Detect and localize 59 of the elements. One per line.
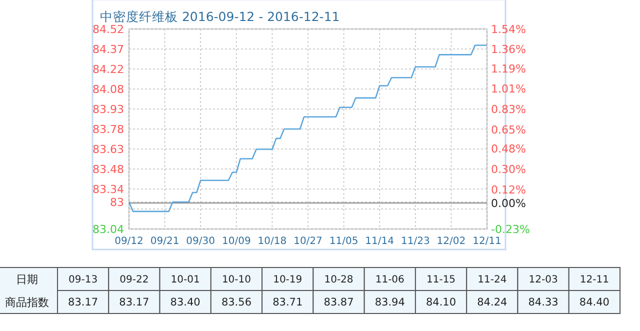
y-tick-label: 83.48 <box>92 162 124 176</box>
data-label: 83.17 <box>68 296 98 309</box>
x-tick-label: 11/05 <box>329 236 358 247</box>
data-label: 83.87 <box>324 296 354 309</box>
y-tick-label: 83.34 <box>92 182 124 196</box>
y2-tick-label: 0.83% <box>491 103 526 116</box>
category-label: 10-01 <box>170 274 200 286</box>
y2-tick-label: 0.00% <box>491 196 526 210</box>
y2-tick-label: 1.19% <box>491 62 526 76</box>
data-label: 83.71 <box>272 296 303 309</box>
y-tick-label: 84.22 <box>92 62 124 76</box>
category-label: 11-15 <box>426 274 456 286</box>
x-tick-label: 09/21 <box>150 236 180 247</box>
y2-tick-label: 0.48% <box>491 142 526 156</box>
y2-tick-label: 0.30% <box>491 162 526 176</box>
y-tick-label: 83.78 <box>92 122 124 136</box>
x-tick-label: 09/12 <box>114 236 144 247</box>
y2-tick-label: -0.23% <box>491 222 530 236</box>
data-label: 84.24 <box>477 296 508 309</box>
text: 商品指数 <box>5 296 49 309</box>
x-tick-label: 09/30 <box>186 236 216 247</box>
y-tick-label: 83 <box>110 196 124 209</box>
x-tick-label: 11/14 <box>365 236 394 247</box>
category-label: 12-03 <box>528 274 558 286</box>
text: 日期 <box>16 272 38 286</box>
y-tick-label: 83.93 <box>92 102 124 116</box>
y-tick-label: 84.52 <box>92 22 124 36</box>
x-tick-label: 10/18 <box>258 236 287 247</box>
y-tick-label: 84.08 <box>92 82 124 96</box>
x-tick-label: 11/23 <box>400 236 430 247</box>
category-label: 10-19 <box>273 274 302 286</box>
line-series <box>128 44 488 212</box>
y2-tick-label: 0.65% <box>491 123 526 136</box>
category-label: 12-11 <box>580 274 609 286</box>
y-tick-label: 84.37 <box>92 42 124 56</box>
chart-title: 中密度纤维板 2016-09-12 - 2016-12-11 <box>100 9 340 24</box>
x-tick-label: 12/11 <box>472 236 502 247</box>
data-label: 84.40 <box>579 296 610 309</box>
data-label: 83.94 <box>374 296 406 309</box>
category-label: 10-28 <box>324 274 354 286</box>
y-tick-label: 83.04 <box>92 222 124 236</box>
y-tick-label: 83.63 <box>92 142 124 156</box>
category-label: 09-13 <box>68 274 98 286</box>
y2-tick-label: 1.54% <box>491 22 526 36</box>
data-label: 84.10 <box>426 296 456 309</box>
x-tick-label: 10/09 <box>222 236 251 247</box>
data-label: 83.56 <box>221 296 252 309</box>
x-tick-label: 10/27 <box>294 236 322 247</box>
y2-tick-label: 1.36% <box>491 43 526 56</box>
y2-tick-label: 1.01% <box>491 82 526 96</box>
data-label: 83.40 <box>170 296 200 309</box>
category-label: 09-22 <box>120 274 149 286</box>
x-tick-label: 12/02 <box>436 236 466 247</box>
category-label: 11-24 <box>478 274 507 286</box>
data-label: 83.17 <box>119 296 150 309</box>
data-label: 84.33 <box>528 296 558 309</box>
category-label: 11-06 <box>375 274 404 286</box>
category-label: 10-10 <box>222 274 252 286</box>
y2-tick-label: 0.12% <box>491 183 526 196</box>
